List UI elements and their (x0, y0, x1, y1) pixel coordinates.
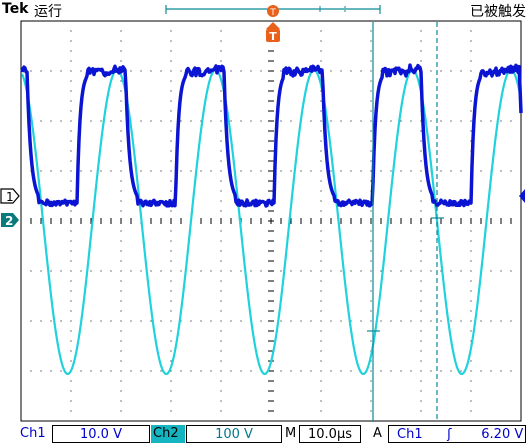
timebase-label: M (285, 425, 299, 443)
trigger-level: 6.20 V (481, 427, 523, 442)
timebase-value[interactable]: 10.0µs (299, 425, 361, 443)
trigger-status: 已被触发 (470, 1, 526, 21)
ch1-marker-label: 1 (6, 190, 14, 204)
ch1-label[interactable]: Ch1 (20, 425, 52, 443)
trigger-label: A (373, 425, 387, 443)
acquisition-state: 运行 (34, 1, 62, 21)
ch1-ground-marker[interactable]: 1 (1, 189, 19, 204)
rising-edge-icon: ʃ (447, 426, 477, 444)
trigger-marker-label: T (269, 30, 277, 43)
trigger-source: Ch1 (397, 426, 443, 444)
ch1-scale[interactable]: 10.0 V (52, 425, 150, 443)
trigger-level-arrow[interactable] (519, 189, 525, 203)
trigger-settings[interactable]: Ch1 ʃ 6.20 V (388, 425, 526, 443)
ch2-scale[interactable]: 100 V (186, 425, 282, 443)
trigger-marker-icon[interactable]: T (266, 22, 280, 43)
ch2-label[interactable]: Ch2 (151, 425, 185, 443)
status-bar: Ch1 10.0 V Ch2 100 V M 10.0µs A Ch1 ʃ 6.… (0, 424, 528, 444)
brand-logo: Tek (2, 1, 29, 17)
ch2-ground-marker[interactable]: 2 (1, 213, 19, 228)
ch2-marker-label: 2 (5, 214, 13, 228)
